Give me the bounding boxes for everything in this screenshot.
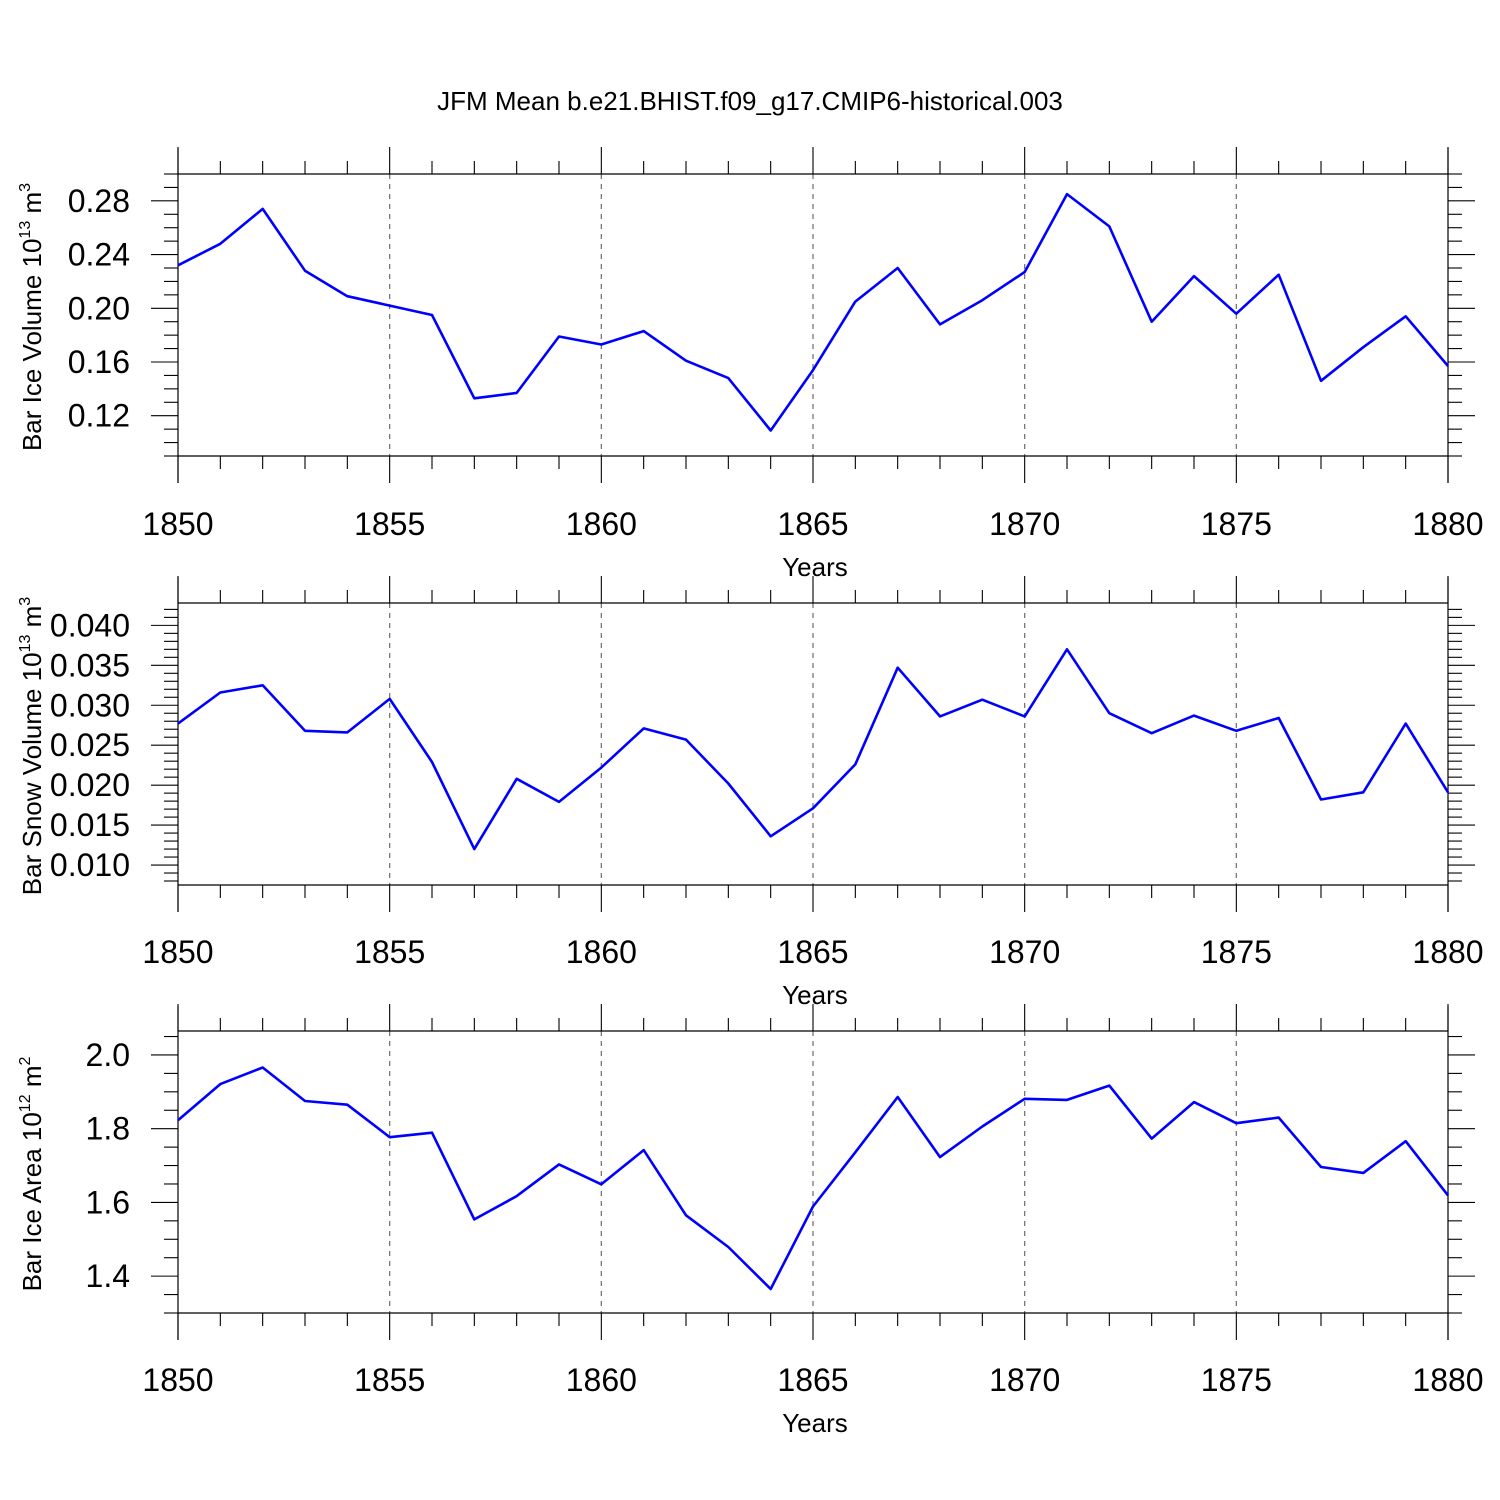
- panel-ice-area: 1850 1855 1860 1865 1870 1875 1880 1.4 1.6 1.8 2.0…: [17, 1004, 1484, 1438]
- x-tick-label: 1860: [566, 934, 637, 970]
- y-tick-label: 0.24: [68, 237, 130, 273]
- x-tick-label: 1870: [989, 506, 1060, 542]
- x-tick-label: 1880: [1412, 934, 1483, 970]
- x-tick-label: 1880: [1412, 1362, 1483, 1398]
- y-tick-label: 0.16: [68, 344, 130, 380]
- y-tick-label: 0.010: [50, 847, 130, 883]
- x-axis-title: Years: [782, 980, 848, 1010]
- x-tick-label: 1855: [354, 1362, 425, 1398]
- y-axis-title-main: Bar Ice Volume 10: [17, 239, 47, 451]
- y-axis-title-unit-exponent: 3: [17, 597, 34, 606]
- y-tick-label: 0.12: [68, 398, 130, 434]
- y-axis-title-unit-exponent: 3: [17, 183, 34, 192]
- x-axis-title: Years: [782, 1408, 848, 1438]
- y-tick-label: 0.040: [50, 607, 130, 643]
- y-tick-label: 0.20: [68, 290, 130, 326]
- x-tick-label: 1865: [777, 1362, 848, 1398]
- y-axis-title: Bar Ice Area 1012 m2: [17, 1056, 47, 1291]
- x-tick-label: 1855: [354, 934, 425, 970]
- x-tick-label: 1850: [142, 506, 213, 542]
- y-axis-title-exponent: 13: [17, 634, 34, 652]
- series-line: [177, 1066, 1450, 1291]
- x-tick-label: 1880: [1412, 506, 1483, 542]
- y-axis-title-exponent: 13: [17, 221, 34, 239]
- y-axis-title: Bar Snow Volume 1013 m3: [17, 597, 47, 896]
- y-tick-label: 1.8: [86, 1111, 130, 1147]
- x-tick-label: 1870: [989, 934, 1060, 970]
- x-tick-label: 1865: [777, 934, 848, 970]
- y-tick-label: 0.28: [68, 183, 130, 219]
- y-tick-label: 0.035: [50, 647, 130, 683]
- y-tick-label: 0.015: [50, 807, 130, 843]
- x-tick-label: 1860: [566, 1362, 637, 1398]
- y-axis-title-main: Bar Ice Area 10: [17, 1112, 47, 1291]
- x-tick-label: 1870: [989, 1362, 1060, 1398]
- y-axis-title: Bar Ice Volume 1013 m3: [17, 183, 47, 451]
- y-axis-title-unit-exponent: 2: [17, 1056, 34, 1065]
- y-axis-title-unit: m: [17, 1065, 47, 1094]
- panel-ice-volume: 1850 1855 1860 1865 1870 1875 1880 0.12 0.16 0.20…: [17, 147, 1484, 582]
- series-line: [177, 192, 1449, 432]
- series-line: [177, 647, 1450, 851]
- y-axis-title-unit: m: [17, 192, 47, 221]
- x-tick-label: 1855: [354, 506, 425, 542]
- y-axis-title-exponent: 12: [17, 1094, 34, 1112]
- x-axis-title: Years: [782, 552, 848, 582]
- x-tick-label: 1860: [566, 506, 637, 542]
- x-tick-label: 1875: [1201, 934, 1272, 970]
- y-tick-label: 0.025: [50, 727, 130, 763]
- x-tick-label: 1865: [777, 506, 848, 542]
- panel-snow-volume: 1850 1855 1860 1865 1870 1875 1880 0.010 0.015 0.…: [17, 576, 1484, 1010]
- x-tick-label: 1850: [142, 934, 213, 970]
- chart-title: JFM Mean b.e21.BHIST.f09_g17.CMIP6-histo…: [437, 86, 1063, 116]
- y-tick-label: 0.030: [50, 687, 130, 723]
- y-tick-label: 2.0: [86, 1037, 130, 1073]
- x-tick-label: 1850: [142, 1362, 213, 1398]
- y-tick-label: 1.4: [86, 1258, 130, 1294]
- y-tick-label: 0.020: [50, 767, 130, 803]
- y-axis-title-unit: m: [17, 606, 47, 635]
- y-axis-title-main: Bar Snow Volume 10: [17, 652, 47, 895]
- x-tick-label: 1875: [1201, 506, 1272, 542]
- x-tick-label: 1875: [1201, 1362, 1272, 1398]
- y-tick-label: 1.6: [86, 1184, 130, 1220]
